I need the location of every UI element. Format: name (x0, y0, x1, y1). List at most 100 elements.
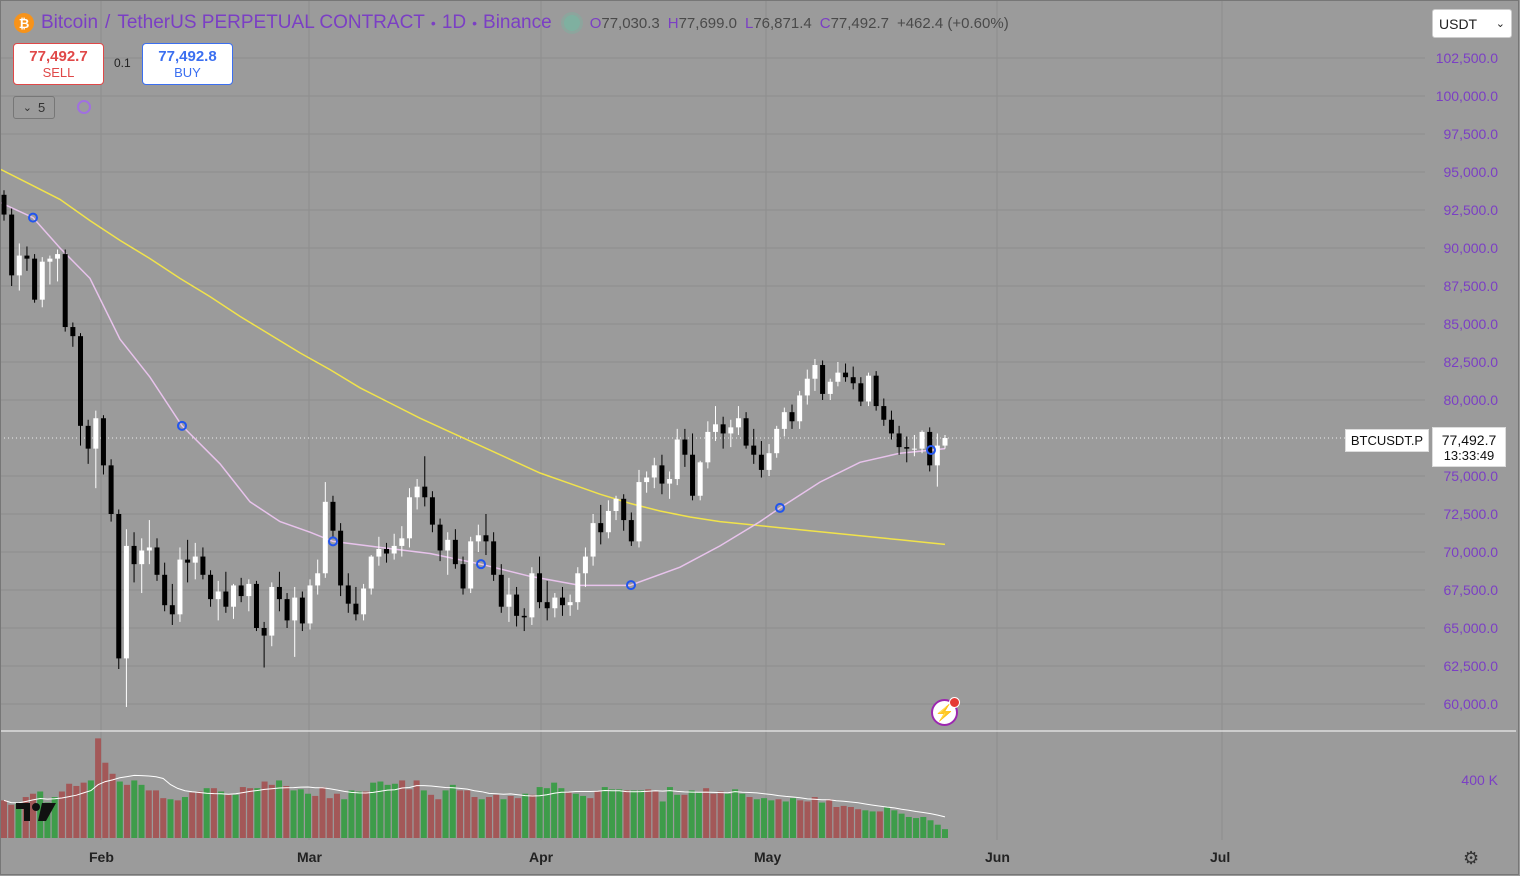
candle-body (873, 375, 879, 407)
open-key: O (589, 14, 602, 32)
candle-body (368, 556, 374, 589)
candle-body (934, 445, 940, 466)
sell-label: SELL (42, 65, 75, 80)
candle-body (146, 547, 152, 551)
volume-bar (420, 790, 427, 838)
high-key: H (667, 14, 679, 32)
candle-body (24, 255, 30, 259)
tradingview-logo[interactable] (14, 799, 58, 825)
market-status-icon[interactable] (563, 15, 580, 31)
candle-body (582, 556, 588, 574)
volume-bar (116, 781, 123, 838)
symbol-separator: / (105, 12, 111, 33)
volume-bar (319, 787, 326, 838)
symbol-base[interactable]: Bitcoin (41, 12, 99, 33)
candle-body (100, 418, 106, 466)
candle-body (911, 448, 917, 450)
price-axis-label: 72,500.0 (1443, 506, 1499, 522)
currency-select[interactable]: USDT ⌄ (1432, 9, 1512, 38)
volume-bar (695, 792, 702, 838)
low-key: L (744, 14, 754, 32)
volume-bar (225, 794, 232, 838)
volume-bar (160, 798, 167, 838)
volume-bar (109, 773, 116, 838)
candle-body (567, 602, 573, 606)
sell-button[interactable]: 77,492.7 SELL (13, 43, 104, 85)
volume-bar (362, 791, 369, 838)
volume-bar (457, 790, 464, 838)
volume-bar (131, 780, 138, 838)
interval-label[interactable]: 1D (441, 12, 467, 33)
last-price: 77,492.7 (1441, 431, 1497, 448)
volume-bar (406, 789, 413, 838)
price-axis-label: 90,000.0 (1443, 240, 1499, 256)
volume-bar (153, 790, 160, 838)
candle-body (391, 545, 397, 554)
volume-bar (884, 807, 891, 838)
candlesticks (1, 190, 948, 708)
volume-bar (210, 788, 217, 838)
time-axis-label: Feb (89, 849, 114, 865)
candle-body (843, 372, 849, 378)
volume-bar (869, 811, 876, 838)
volume-bar (674, 794, 681, 838)
exchange-label[interactable]: Binance (483, 12, 552, 33)
signal-marker (476, 559, 486, 570)
separator-dot: • (472, 15, 478, 31)
candle-body (231, 585, 237, 607)
price-axis-label: 65,000.0 (1443, 620, 1499, 636)
candle-body (865, 375, 871, 402)
candle-body (253, 583, 259, 628)
price-axis-label: 95,000.0 (1443, 164, 1499, 180)
volume-bar (348, 790, 355, 838)
volume-bar (471, 797, 478, 838)
candle-body (644, 477, 650, 483)
candle-body (483, 535, 489, 542)
candle-body (384, 548, 390, 554)
candle-body (590, 523, 596, 557)
candle-body (299, 597, 305, 624)
buy-label: BUY (174, 65, 201, 80)
volume-bar (703, 788, 710, 838)
candle-body (452, 539, 458, 565)
volume-bar (305, 793, 312, 838)
volume-bar (551, 782, 558, 838)
volume-bar (261, 781, 268, 838)
volume-bar (297, 789, 304, 838)
price-axis-label: 87,500.0 (1443, 278, 1499, 294)
signal-markers (28, 212, 936, 591)
indicators-toggle-button[interactable]: ⌄ 5 (13, 96, 55, 119)
candle-body (93, 418, 99, 449)
price-axis-label: 100,000.0 (1435, 88, 1498, 104)
buy-button[interactable]: 77,492.8 BUY (142, 43, 233, 85)
notification-badge (949, 697, 960, 708)
candle-body (628, 520, 634, 542)
lightning-icon[interactable]: ⚡ (931, 697, 960, 726)
symbol-quote[interactable]: TetherUS PERPETUAL CONTRACT (117, 12, 425, 33)
price-axis-label: 60,000.0 (1443, 696, 1499, 712)
gear-icon[interactable]: ⚙ (1463, 848, 1480, 868)
volume-bar (276, 780, 283, 838)
time-axis-label: May (754, 849, 782, 865)
volume-bar (529, 794, 536, 838)
candle-body (896, 433, 902, 448)
indicator-circle-icon[interactable] (75, 98, 93, 116)
volume-bar (181, 797, 188, 838)
volume-bar (666, 787, 673, 838)
volume-bar (840, 805, 847, 838)
volume-bar (514, 798, 521, 838)
volume-bar (435, 799, 442, 838)
candle-body (429, 497, 435, 525)
volume-bar (710, 793, 717, 838)
candle-body (353, 603, 359, 615)
volume-bar (775, 799, 782, 838)
time-axis-label: Jul (1210, 849, 1231, 865)
candle-body (521, 615, 527, 618)
volume-bar (478, 799, 485, 838)
volume-bar (826, 799, 833, 838)
candle-body (1, 194, 7, 215)
candle-body (345, 585, 351, 604)
candle-body (169, 605, 175, 615)
volume-bar (898, 813, 905, 838)
